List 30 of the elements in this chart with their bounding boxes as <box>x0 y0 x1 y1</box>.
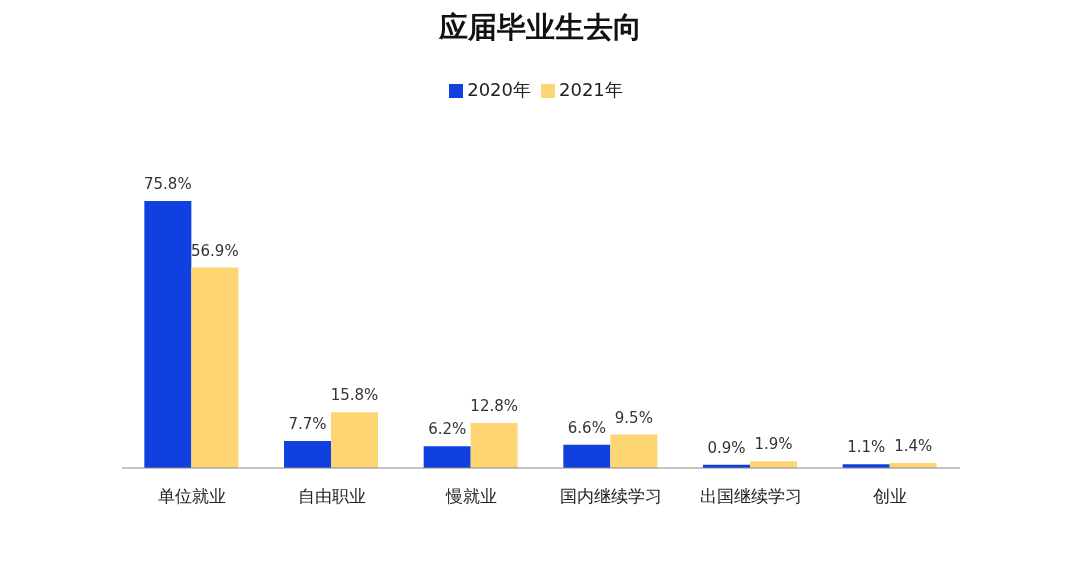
bar <box>191 267 239 468</box>
data-label: 9.5% <box>614 408 653 427</box>
data-label: 1.4% <box>894 437 933 456</box>
data-label: 7.7% <box>288 414 327 433</box>
legend-label: 2020年 <box>467 79 531 100</box>
bar <box>331 412 379 468</box>
data-label: 0.9% <box>707 438 746 457</box>
bar <box>470 422 518 468</box>
bar <box>144 201 192 468</box>
data-label: 15.8% <box>330 386 379 405</box>
bar <box>563 444 611 468</box>
bar <box>610 434 658 468</box>
data-label: 12.8% <box>470 396 519 415</box>
data-label: 6.6% <box>567 418 606 437</box>
bar <box>750 461 798 468</box>
data-label: 56.9% <box>191 241 239 260</box>
data-label: 1.9% <box>754 435 793 454</box>
x-tick-label: 创业 <box>873 486 908 507</box>
x-tick-label: 单位就业 <box>157 486 226 507</box>
x-tick-label: 国内继续学习 <box>559 486 662 507</box>
x-tick-label: 慢就业 <box>444 486 497 507</box>
data-label: 1.1% <box>847 438 886 457</box>
x-tick-label: 出国继续学习 <box>699 486 802 507</box>
bar <box>284 440 332 468</box>
x-tick-label: 自由职业 <box>297 486 366 507</box>
data-label: 6.2% <box>428 420 467 439</box>
legend-label: 2021年 <box>559 79 623 100</box>
bar <box>423 446 471 468</box>
chart-title: 应届毕业生去向 <box>437 9 643 46</box>
data-label: 75.8% <box>144 175 192 193</box>
